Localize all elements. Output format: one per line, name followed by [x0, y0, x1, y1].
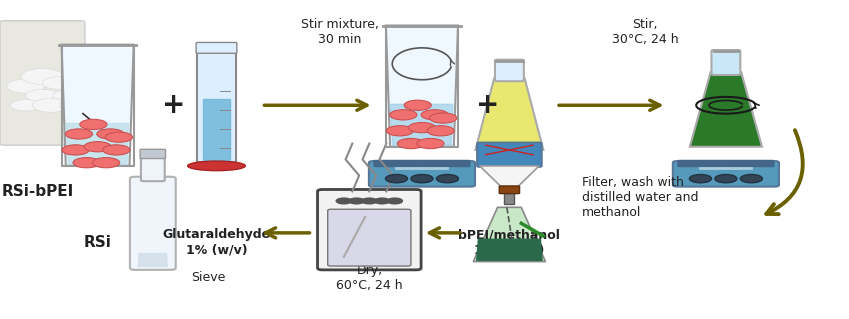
Circle shape: [10, 100, 41, 111]
Circle shape: [390, 110, 417, 120]
Circle shape: [397, 138, 424, 149]
FancyBboxPatch shape: [678, 160, 773, 167]
Circle shape: [93, 158, 120, 168]
Circle shape: [436, 174, 458, 183]
Circle shape: [740, 174, 762, 183]
FancyBboxPatch shape: [141, 157, 165, 181]
Circle shape: [53, 90, 83, 101]
FancyBboxPatch shape: [672, 161, 779, 187]
FancyBboxPatch shape: [711, 50, 740, 75]
Polygon shape: [480, 166, 539, 187]
Polygon shape: [66, 123, 129, 164]
Polygon shape: [138, 254, 167, 266]
FancyBboxPatch shape: [130, 177, 176, 270]
Circle shape: [385, 174, 408, 183]
Circle shape: [387, 198, 402, 204]
Circle shape: [349, 198, 364, 204]
FancyBboxPatch shape: [477, 143, 542, 167]
Text: +: +: [162, 91, 186, 119]
FancyBboxPatch shape: [196, 42, 237, 53]
Circle shape: [408, 122, 436, 133]
Polygon shape: [385, 26, 458, 147]
Text: Stir,
30°C, 24 h: Stir, 30°C, 24 h: [612, 18, 678, 46]
Circle shape: [62, 145, 89, 155]
Circle shape: [32, 98, 70, 112]
Circle shape: [97, 129, 124, 139]
Text: Sieve: Sieve: [191, 271, 225, 284]
Circle shape: [362, 198, 377, 204]
FancyBboxPatch shape: [499, 186, 520, 194]
Polygon shape: [477, 239, 542, 260]
Circle shape: [80, 119, 107, 130]
Circle shape: [417, 138, 444, 149]
Polygon shape: [62, 45, 134, 166]
Circle shape: [105, 132, 132, 142]
FancyBboxPatch shape: [197, 48, 236, 162]
Circle shape: [689, 174, 711, 183]
FancyBboxPatch shape: [318, 189, 421, 270]
Text: +: +: [476, 91, 500, 119]
FancyBboxPatch shape: [495, 60, 524, 81]
Circle shape: [65, 129, 93, 139]
FancyBboxPatch shape: [504, 187, 514, 204]
FancyBboxPatch shape: [328, 209, 411, 266]
Text: Stir mixture,
30 min: Stir mixture, 30 min: [301, 18, 379, 46]
Text: Filter, wash with
distilled water and
methanol: Filter, wash with distilled water and me…: [582, 176, 698, 219]
Circle shape: [421, 110, 448, 120]
Polygon shape: [390, 104, 453, 145]
Circle shape: [411, 174, 433, 183]
FancyBboxPatch shape: [374, 160, 469, 167]
Circle shape: [103, 145, 130, 155]
Text: Dry,
60°C, 24 h: Dry, 60°C, 24 h: [336, 263, 402, 292]
Text: bPEI/methanol
10% (w/v): bPEI/methanol 10% (w/v): [458, 228, 560, 256]
Text: RSi-bPEI: RSi-bPEI: [2, 184, 75, 199]
Circle shape: [427, 126, 454, 136]
Ellipse shape: [188, 161, 245, 171]
Polygon shape: [203, 99, 230, 160]
Circle shape: [42, 77, 76, 89]
Circle shape: [430, 113, 457, 123]
Circle shape: [25, 89, 59, 102]
Polygon shape: [475, 78, 543, 150]
Circle shape: [7, 79, 44, 93]
Text: RSi: RSi: [84, 235, 111, 250]
FancyBboxPatch shape: [0, 21, 85, 145]
FancyBboxPatch shape: [368, 161, 475, 187]
Circle shape: [73, 158, 100, 168]
Text: Glutaraldehyde
1% (w/v): Glutaraldehyde 1% (w/v): [162, 228, 271, 256]
Polygon shape: [474, 207, 545, 262]
Circle shape: [374, 198, 390, 204]
Circle shape: [336, 198, 351, 204]
Polygon shape: [689, 72, 762, 147]
Circle shape: [715, 174, 737, 183]
Circle shape: [21, 69, 64, 85]
Circle shape: [404, 100, 431, 110]
FancyBboxPatch shape: [140, 149, 166, 159]
Circle shape: [59, 100, 85, 110]
Circle shape: [386, 126, 413, 136]
Circle shape: [84, 142, 111, 152]
